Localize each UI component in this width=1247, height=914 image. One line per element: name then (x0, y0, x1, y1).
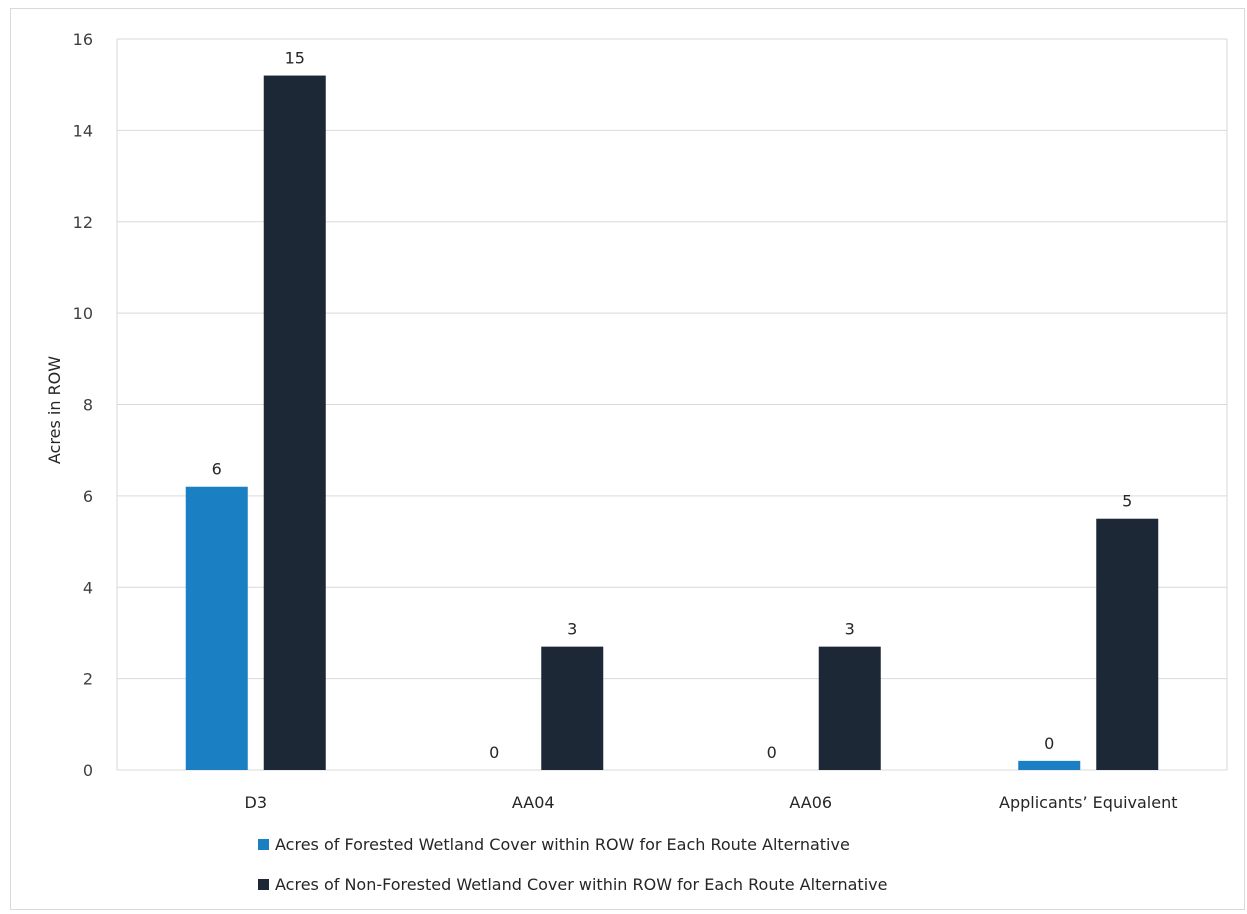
y-tick-label: 0 (83, 761, 93, 780)
bar-non-forested (818, 646, 881, 770)
data-label: 0 (767, 743, 777, 762)
legend: Acres of Forested Wetland Cover within R… (258, 834, 887, 914)
y-tick-label: 16 (73, 30, 93, 49)
data-label: 3 (845, 620, 855, 639)
y-tick-label: 2 (83, 670, 93, 689)
legend-swatch-forested (258, 838, 269, 850)
data-label: 3 (567, 620, 577, 639)
y-tick-label: 14 (73, 121, 93, 140)
bar-forested (1018, 760, 1081, 770)
bar-non-forested (263, 75, 326, 771)
category-label: AA04 (512, 793, 555, 812)
y-tick-label: 10 (73, 304, 93, 323)
y-axis-title: Acres in ROW (45, 356, 64, 464)
data-label: 5 (1122, 492, 1132, 511)
data-labels: 6 15 0 3 0 3 0 5 (212, 49, 1133, 762)
data-label: 15 (285, 49, 305, 68)
data-label: 0 (489, 743, 499, 762)
legend-item-forested: Acres of Forested Wetland Cover within R… (258, 834, 887, 854)
data-label: 6 (212, 460, 222, 479)
legend-label-forested: Acres of Forested Wetland Cover within R… (275, 834, 850, 854)
y-tick-label: 4 (83, 578, 93, 597)
bar-non-forested (541, 646, 604, 770)
category-label: Applicants’ Equivalent (999, 793, 1178, 812)
bar-non-forested (1096, 518, 1159, 770)
y-tick-label: 8 (83, 396, 93, 415)
data-label: 0 (1044, 734, 1054, 753)
legend-label-non-forested: Acres of Non-Forested Wetland Cover with… (275, 874, 888, 894)
legend-item-non-forested: Acres of Non-Forested Wetland Cover with… (258, 874, 887, 894)
bars (185, 75, 1159, 771)
category-label: AA06 (789, 793, 832, 812)
y-tick-label: 6 (83, 487, 93, 506)
y-tick-label: 12 (73, 213, 93, 232)
bar-forested (185, 486, 248, 770)
legend-swatch-non-forested (258, 878, 269, 890)
category-label: D3 (245, 793, 268, 812)
y-axis-ticks: 0 2 4 6 8 10 12 14 16 (73, 30, 93, 780)
x-axis-categories: D3 AA04 AA06 Applicants’ Equivalent (245, 793, 1178, 812)
